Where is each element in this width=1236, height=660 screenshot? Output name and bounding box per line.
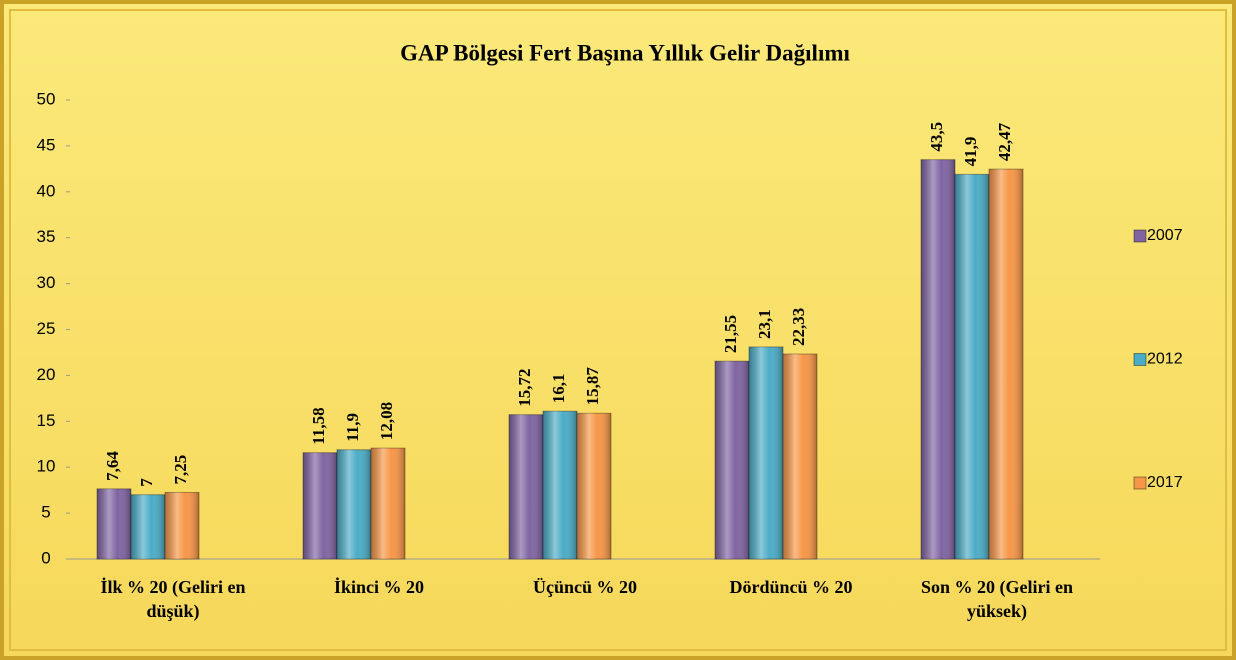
x-tick-label: İkinci % 20 xyxy=(334,577,424,597)
value-label: 22,33 xyxy=(789,308,808,346)
bar xyxy=(714,360,750,560)
legend-swatch xyxy=(1133,229,1147,243)
bar xyxy=(96,488,132,560)
bar xyxy=(542,410,578,560)
category-line: Dördüncü % 20 xyxy=(729,577,852,597)
value-label: 43,5 xyxy=(927,122,946,152)
y-tick-label: 25 xyxy=(37,319,56,338)
value-label: 7,64 xyxy=(103,451,122,481)
category-line: yüksek) xyxy=(967,601,1027,622)
x-tick-label: Son % 20 (Geliri en yüksek) xyxy=(921,577,1073,622)
y-tick-label: 35 xyxy=(37,227,56,246)
value-label: 7 xyxy=(137,478,156,487)
y-tick-label: 20 xyxy=(37,365,56,384)
y-tick-label: 30 xyxy=(37,273,56,292)
y-tick-label: 50 xyxy=(37,89,56,108)
bar xyxy=(302,452,338,560)
bar xyxy=(782,353,818,560)
y-tick-label: 40 xyxy=(37,181,56,200)
bar xyxy=(370,447,406,560)
value-label: 7,25 xyxy=(171,455,190,485)
bar xyxy=(576,412,612,560)
category-line: düşük) xyxy=(146,601,199,622)
category-line: Üçüncü % 20 xyxy=(533,577,637,597)
category-line: Son % 20 (Geliri en xyxy=(921,577,1073,598)
value-label: 21,55 xyxy=(721,315,740,353)
bar xyxy=(920,159,956,560)
bar xyxy=(954,173,990,560)
value-label: 23,1 xyxy=(755,309,774,339)
bar xyxy=(336,449,372,560)
category-line: İkinci % 20 xyxy=(334,577,424,597)
chart-title: GAP Bölgesi Fert Başına Yıllık Gelir Dağ… xyxy=(400,40,850,65)
bar xyxy=(130,494,166,560)
value-label: 42,47 xyxy=(995,122,1014,161)
value-label: 16,1 xyxy=(549,373,568,403)
value-label: 11,58 xyxy=(309,407,328,444)
legend-label: 2017 xyxy=(1147,474,1183,491)
value-label: 11,9 xyxy=(343,413,362,442)
bar xyxy=(748,346,784,560)
y-tick-label: 0 xyxy=(41,548,50,567)
legend-label: 2007 xyxy=(1147,227,1183,244)
y-tick-label: 15 xyxy=(37,411,56,430)
value-label: 41,9 xyxy=(961,137,980,167)
value-label: 15,72 xyxy=(515,368,534,406)
x-tick-label: İlk % 20 (Geliri en düşük) xyxy=(101,577,246,622)
value-label: 15,87 xyxy=(583,367,602,406)
y-tick-label: 5 xyxy=(41,503,50,522)
y-tick-label: 10 xyxy=(37,457,56,476)
bar xyxy=(164,491,200,560)
x-tick-label: Üçüncü % 20 xyxy=(533,577,637,597)
x-tick-label: Dördüncü % 20 xyxy=(729,577,852,597)
bar xyxy=(988,168,1024,560)
legend-swatch xyxy=(1133,476,1147,490)
value-label: 12,08 xyxy=(377,402,396,440)
bar xyxy=(508,414,544,560)
legend-label: 2012 xyxy=(1147,351,1183,368)
category-line: İlk % 20 (Geliri en xyxy=(101,577,246,598)
y-tick-label: 45 xyxy=(37,135,56,154)
legend-swatch xyxy=(1133,353,1147,366)
inner-border xyxy=(9,9,1227,651)
